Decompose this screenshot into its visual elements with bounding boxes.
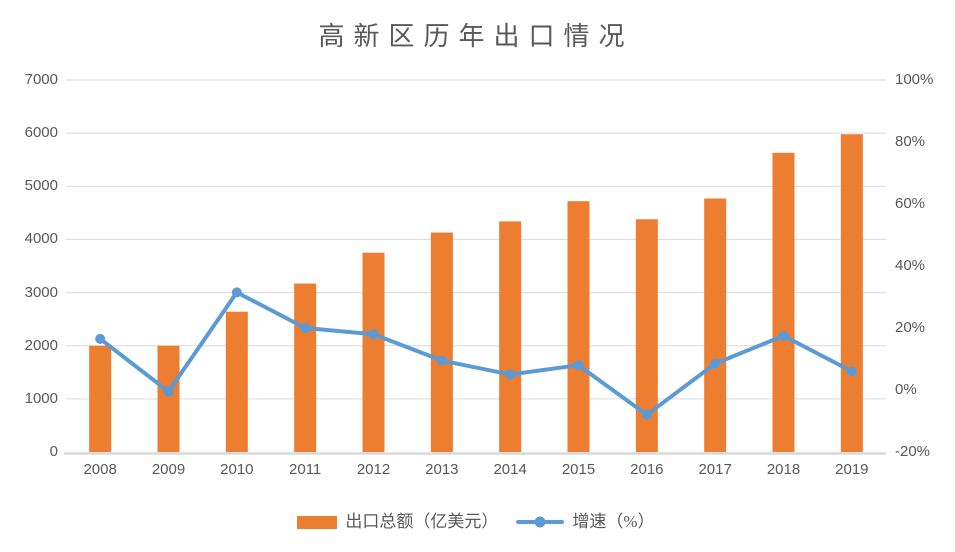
growth-point-2019 [846, 366, 857, 377]
legend-exports-label: 出口总额（亿美元） [345, 512, 499, 531]
legend-growth-label: 增速（%） [572, 512, 655, 531]
growth-point-2009 [163, 386, 174, 397]
growth-point-2018 [778, 330, 789, 341]
x-axis-label-2008: 2008 [83, 461, 117, 478]
growth-point-2015 [573, 360, 584, 371]
x-axis-label-2013: 2013 [425, 461, 459, 478]
legend-item-growth: 增速（%） [516, 511, 655, 533]
line-series [95, 287, 857, 420]
x-axis-label-2009: 2009 [151, 461, 186, 478]
bar-2017 [704, 198, 727, 452]
right-axis-label-40%: 40% [895, 257, 926, 274]
bar-2014 [499, 221, 522, 452]
bar-2009 [157, 345, 180, 452]
left-axis-label-5000: 5000 [24, 177, 58, 195]
bar-2010 [225, 311, 248, 452]
growth-point-2013 [436, 355, 447, 366]
growth-line [98, 290, 854, 417]
bar-2016 [635, 219, 658, 452]
legend-bar-swatch-icon [297, 515, 338, 529]
right-axis-label-80%: 80% [895, 133, 926, 150]
growth-point-2014 [505, 369, 516, 380]
bar-2019 [840, 134, 863, 452]
growth-point-2012 [368, 329, 379, 340]
x-axis-label-2016: 2016 [630, 461, 664, 478]
left-axis-label-0: 0 [49, 443, 58, 460]
bar-2015 [567, 201, 590, 452]
growth-point-2010 [231, 287, 242, 298]
x-axis-label-2017: 2017 [698, 461, 732, 478]
x-axis-label-2015: 2015 [561, 461, 596, 478]
legend-line-dot-icon [534, 516, 546, 528]
bar-series [89, 134, 863, 452]
left-axis-label-6000: 6000 [24, 124, 58, 142]
left-axis-label-4000: 4000 [24, 230, 58, 248]
right-axis-label--20%: -20% [895, 443, 931, 460]
bar-2013 [430, 232, 453, 452]
right-axis-label-20%: 20% [895, 319, 926, 336]
bar-2018 [772, 152, 795, 452]
x-axis-label-2010: 2010 [220, 461, 254, 478]
right-axis-label-0%: 0% [895, 381, 917, 398]
bar-2008 [89, 345, 112, 452]
left-axis-label-1000: 1000 [24, 389, 58, 407]
x-axis-label-2011: 2011 [289, 461, 322, 478]
x-axis-label-2012: 2012 [356, 461, 391, 478]
left-axis-label-2000: 2000 [24, 336, 58, 354]
left-axis-label-3000: 3000 [24, 283, 58, 301]
legend-line-marker-icon [516, 516, 565, 528]
left-axis-label-7000: 7000 [24, 71, 58, 88]
bar-2012 [362, 252, 385, 452]
chart-title: 高新区历年出口情况 [318, 22, 634, 51]
right-axis-label-60%: 60% [895, 195, 926, 212]
legend: 出口总额（亿美元） 增速（%） [66, 509, 886, 535]
x-axis-label-2018: 2018 [766, 461, 801, 478]
right-axis-label-100%: 100% [895, 71, 934, 88]
x-axis-label-2019: 2019 [835, 461, 869, 478]
growth-point-2017 [710, 358, 721, 369]
bar-2011 [294, 283, 317, 452]
legend-item-exports: 出口总额（亿美元） [297, 511, 498, 533]
growth-point-2016 [641, 409, 652, 420]
gridlines [66, 79, 886, 400]
x-axis-label-2014: 2014 [493, 461, 527, 478]
growth-point-2008 [95, 333, 106, 344]
growth-point-2011 [300, 323, 311, 333]
